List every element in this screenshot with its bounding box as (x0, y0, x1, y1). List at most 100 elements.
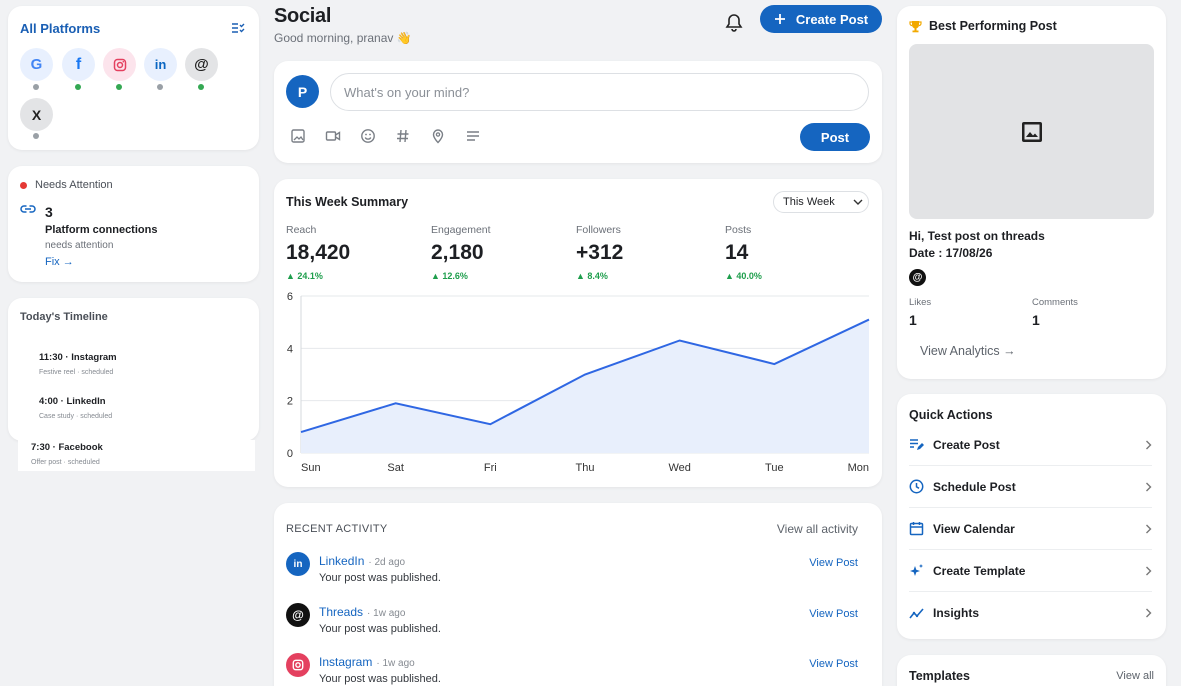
metric-label: Reach (286, 224, 317, 236)
view-all-templates-link[interactable]: View all (1116, 670, 1154, 682)
post-caption: Hi, Test post on threads (909, 229, 1045, 243)
quick-action-create-template[interactable]: Create Template (909, 550, 1152, 592)
image-icon[interactable] (290, 128, 306, 144)
post-image-placeholder[interactable] (909, 44, 1154, 219)
location-icon[interactable] (430, 128, 446, 144)
y-tick-label: 6 (287, 291, 293, 303)
activity-platform-name: LinkedIn (319, 554, 365, 568)
view-post-link[interactable]: View Post (809, 608, 858, 620)
activity-time: · 1w ago (367, 608, 406, 619)
post-input[interactable]: What's on your mind? (330, 73, 869, 111)
hashtag-icon[interactable] (395, 128, 411, 144)
quick-action-label: Insights (933, 606, 980, 620)
quick-actions-title: Quick Actions (909, 408, 993, 422)
notification-bell-icon[interactable] (725, 13, 743, 32)
quick-actions-card: Quick Actions Create Post Schedule Post … (897, 394, 1166, 639)
edit-note-icon (909, 437, 924, 452)
needs-attention-card: Needs Attention 3 Platform connections n… (8, 166, 259, 282)
metric-followers: Followers +312 ▲ 8.4% (576, 224, 623, 281)
post-button[interactable]: Post (800, 123, 870, 151)
timeline-item[interactable]: 4:00 · LinkedIn Case study · scheduled (39, 396, 112, 420)
view-post-link[interactable]: View Post (809, 557, 858, 569)
chevron-right-icon (1145, 524, 1152, 534)
quick-action-create-post[interactable]: Create Post (909, 424, 1152, 466)
avatar[interactable]: P (286, 75, 319, 108)
quick-action-label: Schedule Post (933, 479, 1016, 494)
platform-threads[interactable]: @ (185, 48, 218, 81)
x-tick-label: Wed (668, 462, 690, 474)
activity-platform-name: Threads (319, 605, 364, 619)
view-post-link[interactable]: View Post (809, 658, 858, 670)
emoji-icon[interactable] (360, 128, 376, 144)
quick-action-insights[interactable]: Insights (909, 592, 1152, 634)
metric-value: 18,420 (286, 241, 351, 264)
timeline-item-title: 7:30 · Facebook (31, 442, 103, 453)
video-icon[interactable] (325, 128, 341, 144)
sparkle-icon (909, 563, 924, 578)
chevron-right-icon (1145, 608, 1152, 618)
activity-platform[interactable]: Threads · 1w ago (319, 605, 405, 619)
chevron-right-icon (1145, 482, 1152, 492)
create-post-label: Create Post (795, 11, 869, 27)
filter-list-icon[interactable] (231, 22, 245, 34)
platform-google[interactable]: G (20, 48, 53, 81)
threads-icon: @ (194, 56, 209, 73)
view-analytics-link[interactable]: View Analytics → (920, 344, 1016, 358)
needs-attention-title: Needs Attention (35, 179, 113, 191)
x-tick-label: Tue (765, 462, 784, 474)
range-select[interactable]: This Week (773, 191, 869, 213)
quick-action-schedule-post[interactable]: Schedule Post (909, 466, 1152, 508)
instagram-icon (286, 653, 310, 677)
activity-platform-name: Instagram (319, 655, 373, 669)
quick-action-label: Create Post (933, 437, 1000, 452)
attention-sublabel: needs attention (45, 240, 114, 251)
attention-count: 3 (45, 204, 53, 220)
status-dot (157, 84, 163, 90)
activity-title: RECENT ACTIVITY (286, 523, 388, 535)
threads-icon: @ (909, 269, 926, 286)
best-post-title: Best Performing Post (929, 19, 1057, 33)
composer-card: P What's on your mind? Post (274, 61, 882, 163)
platform-facebook[interactable]: f (62, 48, 95, 81)
timeline-item[interactable]: 11:30 · Instagram Festive reel · schedul… (39, 352, 117, 376)
alert-dot (20, 181, 27, 189)
status-dot (33, 84, 39, 90)
status-dot (116, 84, 122, 90)
timeline-item-sub: Case study · scheduled (39, 413, 113, 420)
quick-action-label: Create Template (933, 563, 1026, 578)
activity-time: · 1w ago (376, 658, 415, 669)
quick-action-view-calendar[interactable]: View Calendar (909, 508, 1152, 550)
activity-platform[interactable]: LinkedIn · 2d ago (319, 554, 405, 568)
status-dot (75, 84, 81, 90)
best-post-card: Best Performing Post Hi, Test post on th… (897, 6, 1166, 379)
text-format-icon[interactable] (465, 128, 481, 144)
timeline-item-sub: Festive reel · scheduled (39, 369, 114, 376)
metric-value: +312 (576, 241, 624, 264)
metric-delta: ▲ 24.1% (286, 271, 323, 281)
composer-tools (290, 128, 481, 144)
chevron-right-icon (1145, 566, 1152, 576)
platform-x[interactable]: X (20, 98, 53, 131)
timeline-item[interactable]: 7:30 · Facebook Offer post · scheduled (31, 442, 103, 466)
metric-label: Engagement (431, 224, 491, 236)
summary-title: This Week Summary (286, 195, 409, 209)
y-tick-label: 2 (287, 396, 293, 408)
clock-icon (909, 479, 924, 494)
platform-linkedin[interactable]: in (144, 48, 177, 81)
platform-instagram[interactable] (103, 48, 136, 81)
activity-item: in LinkedIn · 2d ago Your post was publis… (286, 552, 870, 596)
activity-message: Your post was published. (319, 623, 441, 635)
chevron-right-icon (1145, 440, 1152, 450)
calendar-icon (909, 521, 924, 536)
x-tick-label: Fri (484, 462, 497, 474)
x-tick-label: Sat (387, 462, 404, 474)
view-all-activity-link[interactable]: View all activity (776, 522, 858, 536)
timeline-overflow: 7:30 · Facebook Offer post · scheduled (18, 440, 255, 471)
needs-attention-header: Needs Attention (20, 179, 113, 191)
fix-link[interactable]: Fix → (45, 256, 74, 268)
timeline-card: Today's Timeline 11:30 · Instagram Festi… (8, 298, 259, 441)
comments-label: Comments (1032, 297, 1078, 308)
activity-platform[interactable]: Instagram · 1w ago (319, 655, 415, 669)
create-post-button[interactable]: Create Post (760, 5, 882, 33)
y-tick-label: 0 (287, 448, 293, 460)
